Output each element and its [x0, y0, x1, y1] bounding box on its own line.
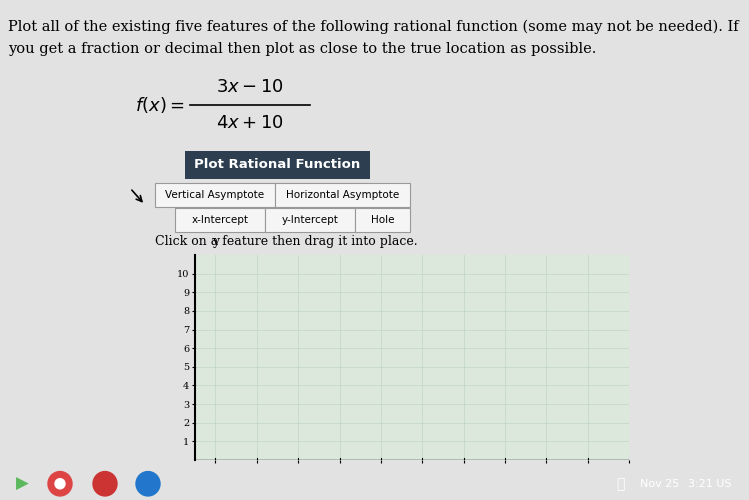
- Text: Plot all of the existing five features of the following rational function (some : Plot all of the existing five features o…: [8, 20, 739, 34]
- Text: Click on a feature then drag it into place.: Click on a feature then drag it into pla…: [155, 236, 418, 248]
- Text: x-Intercept: x-Intercept: [192, 215, 249, 225]
- FancyBboxPatch shape: [155, 183, 275, 207]
- Circle shape: [93, 472, 117, 496]
- Text: ⓘ: ⓘ: [616, 477, 624, 491]
- FancyBboxPatch shape: [275, 183, 410, 207]
- FancyBboxPatch shape: [185, 151, 370, 179]
- FancyBboxPatch shape: [355, 208, 410, 232]
- Text: 3:21 US: 3:21 US: [688, 479, 732, 489]
- Text: $3x - 10$: $3x - 10$: [216, 78, 284, 96]
- Text: Vertical Asymptote: Vertical Asymptote: [166, 190, 264, 200]
- FancyBboxPatch shape: [175, 208, 265, 232]
- Text: $4x + 10$: $4x + 10$: [216, 114, 284, 132]
- Text: $f(x) =$: $f(x) =$: [136, 95, 185, 115]
- Text: y-Intercept: y-Intercept: [282, 215, 339, 225]
- Circle shape: [48, 472, 72, 496]
- Text: Hole: Hole: [371, 215, 394, 225]
- Text: Horizontal Asymptote: Horizontal Asymptote: [286, 190, 399, 200]
- Text: Plot Rational Function: Plot Rational Function: [195, 158, 360, 172]
- Text: Nov 25: Nov 25: [640, 479, 679, 489]
- FancyBboxPatch shape: [265, 208, 355, 232]
- Text: ▶: ▶: [16, 475, 28, 493]
- Text: y: y: [212, 234, 219, 248]
- Circle shape: [136, 472, 160, 496]
- Circle shape: [55, 478, 65, 489]
- Text: you get a fraction or decimal then plot as close to the true location as possibl: you get a fraction or decimal then plot …: [8, 42, 596, 56]
